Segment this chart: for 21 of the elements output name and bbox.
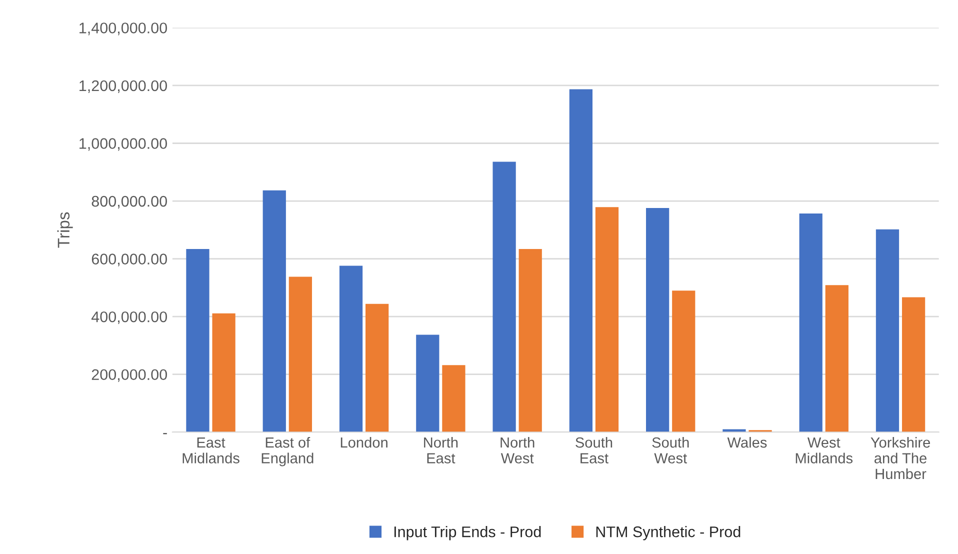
y-tick-label: 1,400,000.00 [80, 22, 167, 36]
y-tick-label: 200,000.00 [92, 369, 167, 382]
x-tick-label: West Midlands [796, 438, 853, 464]
x-tick-label: East of England [262, 436, 314, 466]
y-tick-label: 400,000.00 [91, 311, 167, 324]
legend-label: NTM Synthetic - Prod [596, 526, 740, 540]
y-tick-label: 600,000.00 [92, 254, 167, 266]
y-tick-label: 1,000,000.00 [80, 138, 167, 151]
y-axis-title: Trips [57, 212, 73, 248]
x-tick-label: Wales [727, 436, 767, 448]
legend-label: Input Trip Ends - Prod [394, 526, 541, 540]
x-tick-label: London [340, 436, 388, 448]
x-tick-label: Yorkshire and The Humber [870, 436, 930, 480]
x-tick-label: North West [500, 436, 534, 464]
y-tick-label: - [163, 433, 167, 434]
y-tick-label: 1,200,000.00 [80, 80, 167, 93]
x-tick-label: East Midlands [182, 438, 240, 464]
y-tick-label: 800,000.00 [92, 196, 167, 209]
x-tick-label: South West [652, 436, 689, 464]
x-tick-label: North East [424, 436, 458, 464]
x-tick-label: South East [576, 436, 612, 464]
